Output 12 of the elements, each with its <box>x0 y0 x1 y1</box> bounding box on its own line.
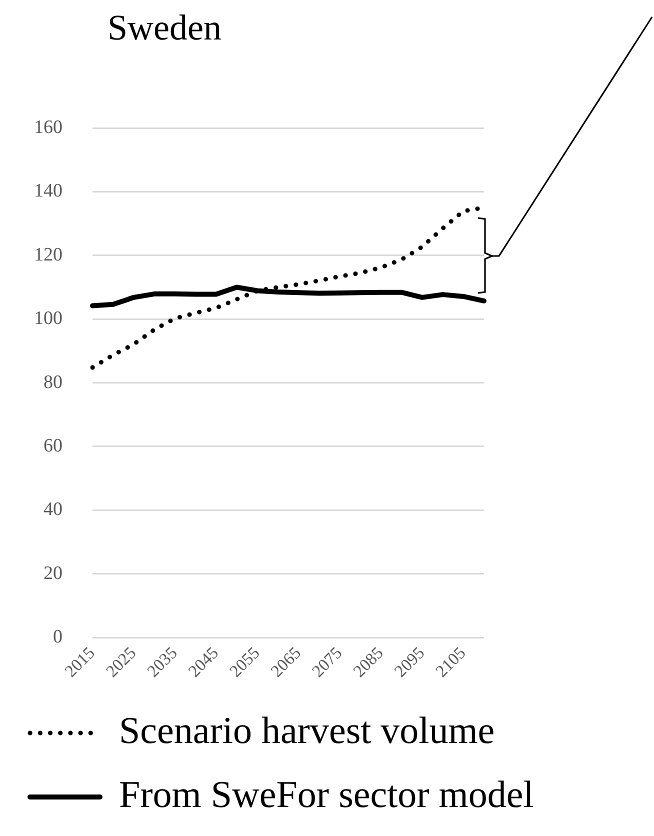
y-tick-label: 60 <box>44 435 62 456</box>
chart-title: Sweden <box>108 7 222 48</box>
y-tick-label: 100 <box>34 308 62 330</box>
y-tick-label: 40 <box>44 499 62 520</box>
y-tick-label: 140 <box>34 180 62 202</box>
legend-label: Scenario harvest volume <box>119 710 495 752</box>
legend-label: From SweFor sector model <box>119 774 534 816</box>
y-tick-label: 80 <box>44 372 62 393</box>
y-tick-label: 0 <box>53 626 62 648</box>
y-tick-label: 20 <box>44 562 62 584</box>
y-tick-label: 120 <box>34 244 62 266</box>
y-tick-label: 160 <box>34 116 62 138</box>
